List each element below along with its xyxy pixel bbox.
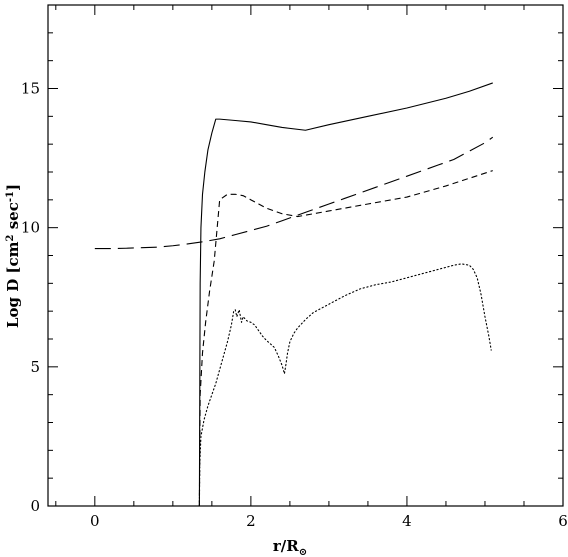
ticks — [48, 4, 564, 507]
series-line-short-dash — [198, 170, 493, 507]
y-axis-label: Log D [cm2 sec-1] — [4, 184, 22, 328]
plot-frame — [47, 4, 564, 507]
series-line-solid — [198, 82, 493, 507]
series-line-dotted — [198, 263, 492, 507]
series-line-long-dash — [94, 136, 494, 250]
y-tick-label: 5 — [30, 358, 40, 376]
y-tick-label: 15 — [21, 80, 40, 98]
series-group — [94, 82, 494, 507]
x-tick-label: 6 — [558, 512, 568, 530]
x-axis-label: r/R⊙ — [273, 537, 307, 557]
y-tick-label: 10 — [21, 219, 40, 237]
x-tick-label: 4 — [402, 512, 412, 530]
y-tick-label: 0 — [30, 497, 40, 515]
x-tick-label: 2 — [246, 512, 256, 530]
x-tick-label: 0 — [90, 512, 100, 530]
tick-labels: 0 2 4 6 0 5 10 15 — [21, 80, 568, 531]
